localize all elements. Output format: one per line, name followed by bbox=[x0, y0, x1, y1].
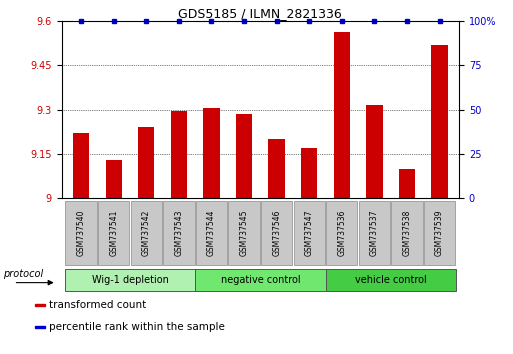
Text: GSM737543: GSM737543 bbox=[174, 210, 183, 256]
Text: vehicle control: vehicle control bbox=[355, 275, 427, 285]
Text: negative control: negative control bbox=[221, 275, 300, 285]
Text: GSM737547: GSM737547 bbox=[305, 210, 314, 256]
Bar bbox=[228, 201, 260, 265]
Bar bbox=[106, 160, 122, 198]
Text: GSM737539: GSM737539 bbox=[435, 210, 444, 256]
Text: protocol: protocol bbox=[3, 269, 43, 279]
Text: GSM737544: GSM737544 bbox=[207, 210, 216, 256]
Title: GDS5185 / ILMN_2821336: GDS5185 / ILMN_2821336 bbox=[179, 7, 342, 20]
Text: percentile rank within the sample: percentile rank within the sample bbox=[49, 322, 225, 332]
Bar bbox=[65, 268, 195, 291]
Bar bbox=[366, 105, 383, 198]
Bar bbox=[35, 326, 45, 328]
Text: GSM737540: GSM737540 bbox=[76, 210, 86, 256]
Text: GSM737546: GSM737546 bbox=[272, 210, 281, 256]
Text: GSM737542: GSM737542 bbox=[142, 210, 151, 256]
Bar bbox=[333, 32, 350, 198]
Bar bbox=[131, 201, 162, 265]
Bar bbox=[171, 111, 187, 198]
Bar bbox=[359, 201, 390, 265]
Bar bbox=[399, 169, 415, 198]
Bar bbox=[66, 201, 97, 265]
Bar bbox=[98, 201, 129, 265]
Bar bbox=[163, 201, 194, 265]
Bar bbox=[326, 268, 456, 291]
Bar bbox=[35, 304, 45, 306]
Text: GSM737538: GSM737538 bbox=[403, 210, 411, 256]
Text: GSM737537: GSM737537 bbox=[370, 210, 379, 256]
Bar bbox=[293, 201, 325, 265]
Bar bbox=[138, 127, 154, 198]
Bar bbox=[236, 114, 252, 198]
Bar bbox=[391, 201, 423, 265]
Bar bbox=[326, 201, 358, 265]
Bar bbox=[268, 139, 285, 198]
Text: GSM737536: GSM737536 bbox=[338, 210, 346, 256]
Bar bbox=[431, 45, 448, 198]
Bar bbox=[196, 201, 227, 265]
Text: GSM737545: GSM737545 bbox=[240, 210, 249, 256]
Bar bbox=[424, 201, 455, 265]
Text: GSM737541: GSM737541 bbox=[109, 210, 118, 256]
Bar bbox=[195, 268, 326, 291]
Bar bbox=[73, 133, 89, 198]
Text: Wig-1 depletion: Wig-1 depletion bbox=[91, 275, 168, 285]
Text: transformed count: transformed count bbox=[49, 300, 146, 310]
Bar bbox=[261, 201, 292, 265]
Bar bbox=[203, 108, 220, 198]
Bar bbox=[301, 148, 318, 198]
